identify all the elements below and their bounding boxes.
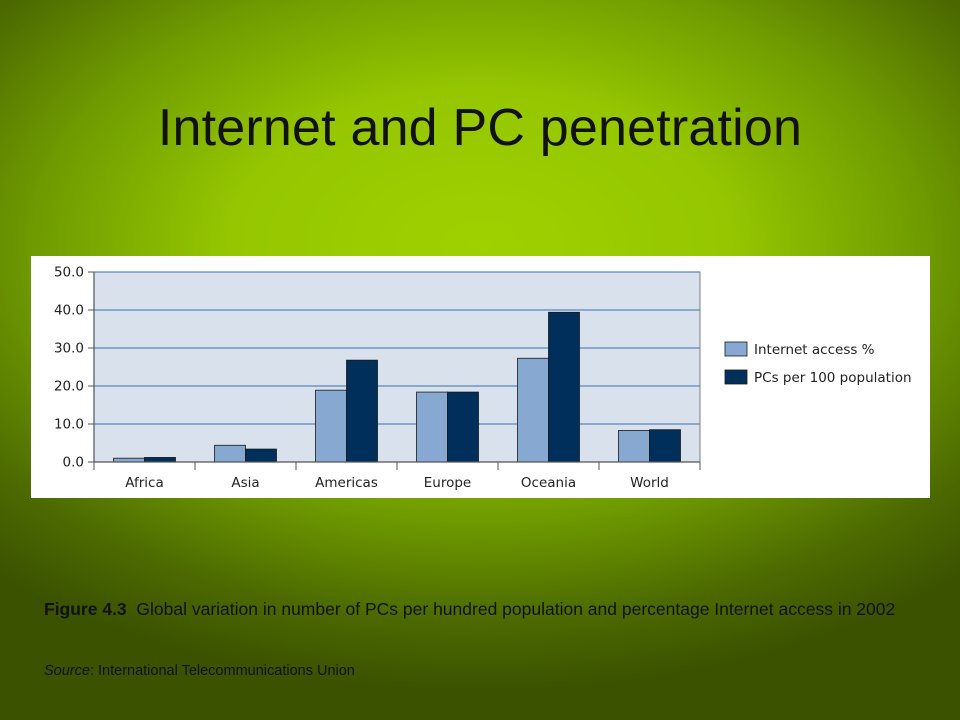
- x-tick-label: Africa: [125, 475, 164, 491]
- legend-swatch: [724, 341, 748, 357]
- y-tick-label: 50.0: [54, 265, 84, 281]
- plot-area: [93, 271, 701, 463]
- tick-labels: 0.0 10.0 20.0 30.0 40.0 50.0 Africa Asia America…: [54, 265, 669, 492]
- x-tick-label: Europe: [424, 475, 471, 491]
- figure-label: Figure 4.3: [44, 599, 127, 619]
- bar: [649, 429, 681, 463]
- y-tick-label: 0.0: [63, 455, 84, 471]
- figure-caption-text: Global variation in number of PCs per hu…: [136, 599, 896, 619]
- y-tick-label: 20.0: [54, 379, 84, 395]
- bar: [548, 311, 580, 463]
- legend: Internet access % PCs per 100 population: [724, 341, 912, 386]
- chart-panel: 0.0 10.0 20.0 30.0 40.0 50.0 Africa Asia America…: [31, 256, 930, 498]
- bar: [214, 444, 246, 463]
- slide-title: Internet and PC penetration: [157, 99, 803, 157]
- bar: [447, 391, 479, 463]
- x-tick-label: World: [630, 475, 669, 491]
- bar-chart: 0.0 10.0 20.0 30.0 40.0 50.0 Africa Asia America…: [54, 265, 912, 492]
- bar: [245, 448, 277, 463]
- bar: [416, 391, 448, 463]
- gridlines: [94, 271, 700, 425]
- axes: [88, 271, 701, 470]
- y-tick-label: 30.0: [54, 341, 84, 357]
- x-tick-label: Asia: [231, 475, 259, 491]
- source-label: Source: [44, 663, 90, 679]
- bar: [346, 359, 378, 463]
- bar: [315, 389, 347, 463]
- bar: [517, 357, 549, 463]
- bar: [618, 430, 650, 463]
- bars: [113, 311, 681, 463]
- x-tick-label: Americas: [315, 475, 378, 491]
- source-line: Source: International Telecommunications…: [44, 663, 924, 679]
- legend-swatch: [724, 369, 748, 385]
- x-tick-label: Oceania: [521, 475, 576, 491]
- source-text: : International Telecommunications Union: [89, 663, 355, 679]
- y-tick-label: 10.0: [54, 417, 84, 433]
- bar: [144, 457, 176, 463]
- y-tick-label: 40.0: [54, 303, 84, 319]
- legend-label: Internet access %: [754, 342, 875, 358]
- legend-label: PCs per 100 population: [754, 370, 912, 386]
- figure-caption: Figure 4.3 Global variation in number of…: [44, 598, 924, 620]
